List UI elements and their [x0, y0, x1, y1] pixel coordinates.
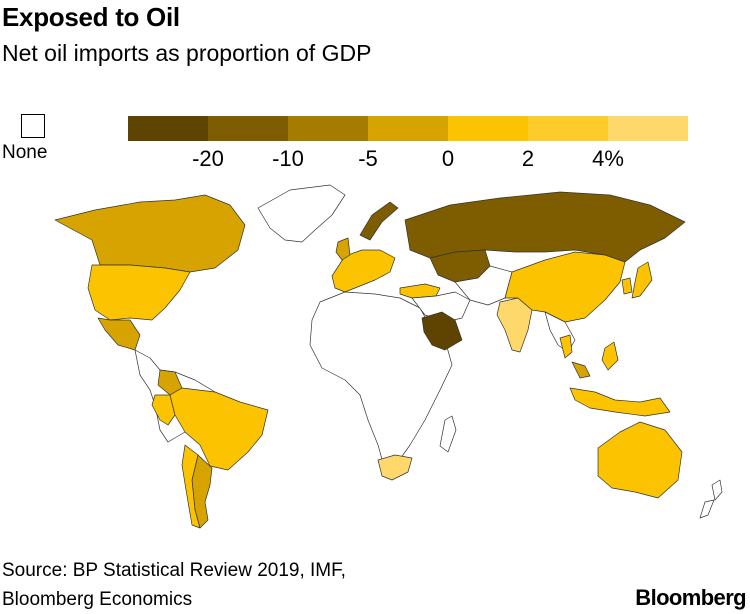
legend-none-swatch: [21, 114, 45, 138]
region-united-states: [87, 264, 191, 321]
region-madagascar: [439, 415, 457, 453]
region-canada: [54, 194, 246, 273]
legend-tick-6: 4%: [592, 146, 624, 171]
region-chile: [181, 444, 201, 529]
region-south-africa: [377, 454, 413, 481]
chart-title: Exposed to Oil: [2, 2, 180, 32]
source-line-1: Source: BP Statistical Review 2019, IMF,: [2, 560, 346, 581]
legend-tick-2: -10: [272, 146, 304, 171]
region-japan: [631, 261, 653, 299]
region-united-kingdom: [335, 237, 351, 261]
region-china: [504, 251, 626, 323]
legend-swatch-1: [128, 116, 208, 141]
bloomberg-logo: Bloomberg: [635, 585, 746, 610]
region-mexico: [97, 317, 141, 351]
source-line-2: Bloomberg Economics: [2, 589, 193, 610]
source-note: Source: BP Statistical Review 2019, IMF,…: [2, 556, 346, 614]
legend-swatch-7: [608, 116, 688, 141]
region-western-europe: [331, 249, 396, 293]
legend-tick-4: 0: [441, 146, 455, 171]
region-south-korea: [621, 277, 633, 295]
region-australia: [597, 421, 683, 499]
region-russia: [404, 191, 686, 263]
legend-tick-3: -5: [358, 146, 378, 171]
region-malaysia: [571, 361, 591, 379]
legend-color-scale: [128, 116, 688, 141]
world-map: [54, 184, 723, 529]
legend-swatch-6: [528, 116, 608, 141]
legend-swatch-4: [368, 116, 448, 141]
chart-subtitle: Net oil imports as proportion of GDP: [2, 40, 372, 66]
region-new-zealand: [699, 479, 723, 519]
legend-none-label: None: [2, 142, 48, 163]
region-greenland: [257, 184, 346, 243]
legend-swatch-3: [288, 116, 368, 141]
legend-swatch-2: [208, 116, 288, 141]
legend-tick-5: 2: [521, 146, 535, 171]
region-norway: [359, 201, 399, 241]
region-africa: [309, 291, 453, 471]
region-philippines: [601, 341, 619, 371]
legend-tick-1: -20: [192, 146, 224, 171]
region-thailand: [559, 334, 573, 359]
region-brazil: [169, 387, 269, 471]
legend-swatch-5: [448, 116, 528, 141]
region-india: [496, 297, 533, 353]
region-saudi-arabia: [421, 311, 463, 351]
region-indonesia: [569, 387, 671, 417]
